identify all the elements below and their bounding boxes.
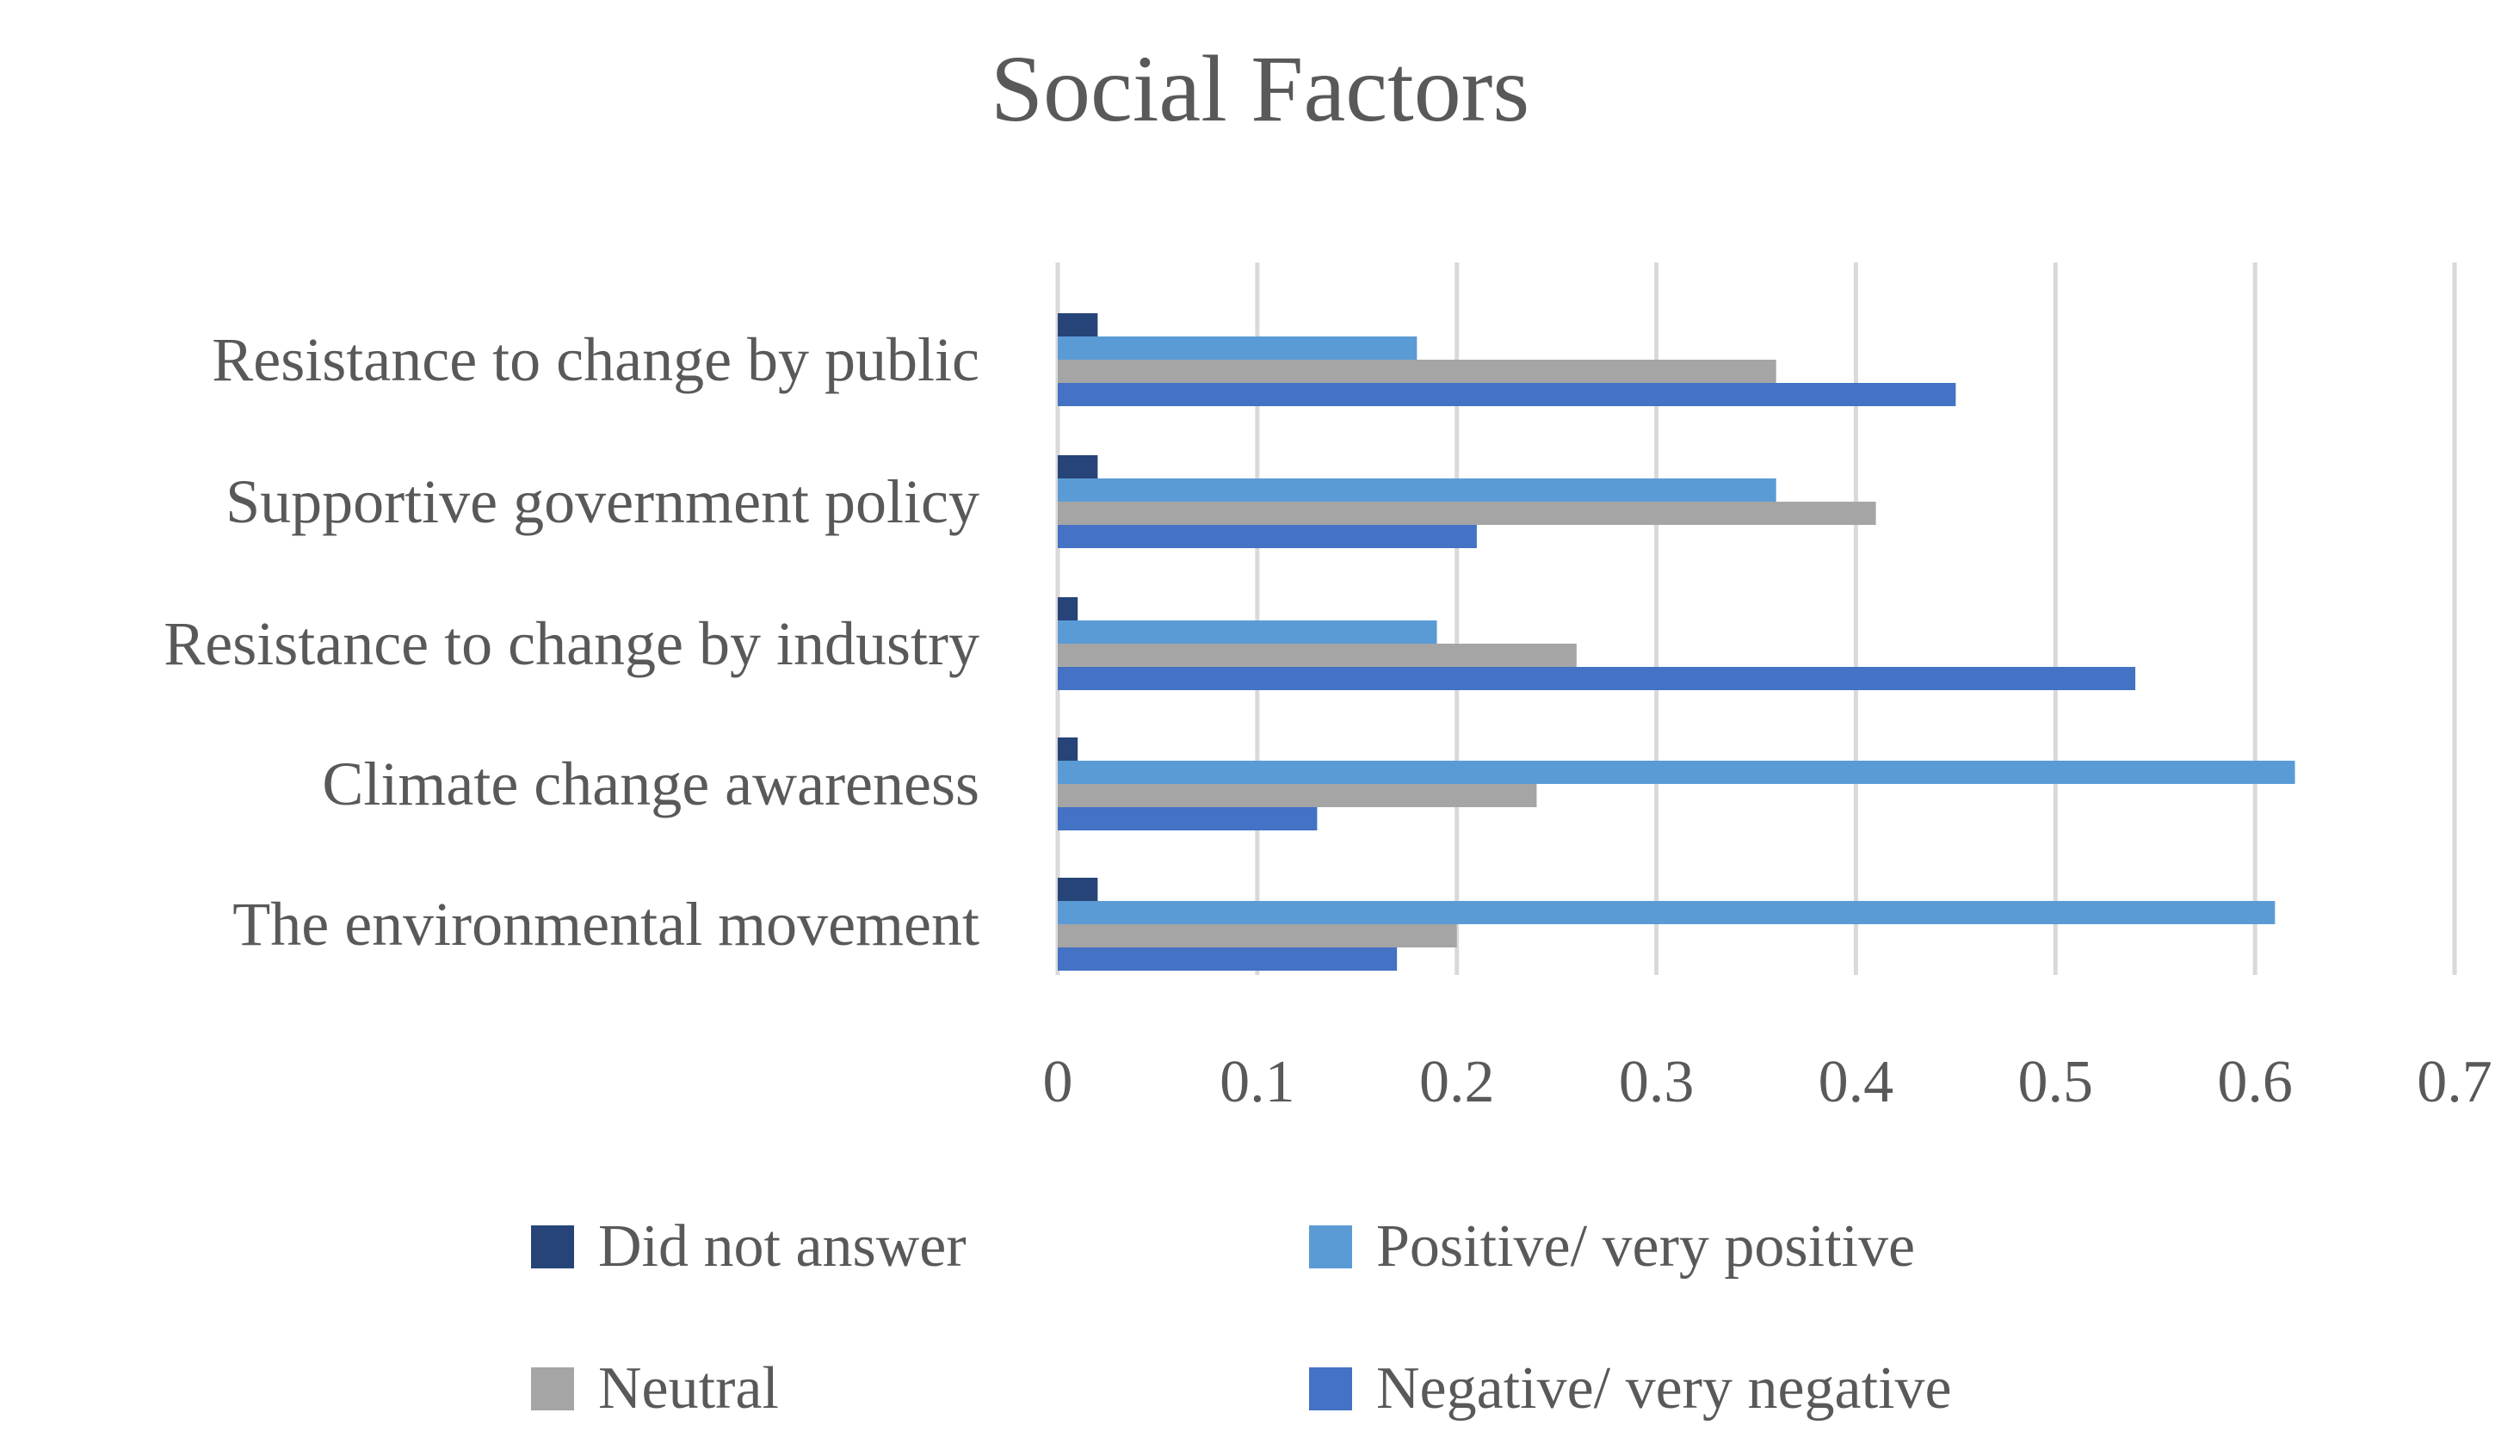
x-tick-label: 0.1	[1220, 1049, 1295, 1115]
bar-negative-very-negative-resistance-to-change-by-public	[1058, 383, 1956, 406]
bar-positive-very-positive-the-environmental-movement	[1058, 901, 2276, 924]
bar-neutral-resistance-to-change-by-public	[1058, 360, 1776, 383]
bar-negative-very-negative-resistance-to-change-by-industry	[1058, 667, 2136, 690]
bar-positive-very-positive-resistance-to-change-by-industry	[1058, 620, 1437, 644]
chart-title: Social Factors	[991, 36, 1529, 141]
bar-neutral-the-environmental-movement	[1058, 924, 1457, 947]
category-label: The environmental movement	[232, 890, 979, 959]
legend-item-negative-very-negative: Negative/ very negative	[1309, 1355, 1952, 1422]
legend-item-positive-very-positive: Positive/ very positive	[1309, 1213, 1915, 1280]
bar-did-not-answer-resistance-to-change-by-public	[1058, 313, 1098, 336]
bar-neutral-resistance-to-change-by-industry	[1058, 644, 1577, 667]
x-tick-label: 0.5	[2018, 1049, 2094, 1115]
bar-negative-very-negative-the-environmental-movement	[1058, 947, 1398, 971]
legend-swatch-neutral	[531, 1367, 574, 1410]
category-label: Resistance to change by public	[212, 325, 979, 394]
legend-item-neutral: Neutral	[531, 1355, 779, 1422]
bar-did-not-answer-supportive-government-policy	[1058, 455, 1098, 478]
bar-positive-very-positive-supportive-government-policy	[1058, 478, 1776, 502]
bar-neutral-climate-change-awareness	[1058, 784, 1537, 807]
bar-layer	[1058, 313, 2295, 971]
legend: Did not answer Positive/ very positive Neu…	[531, 1213, 1952, 1422]
x-tick-label: 0.6	[2217, 1049, 2293, 1115]
bar-positive-very-positive-climate-change-awareness	[1058, 761, 2295, 784]
legend-label-negative-very-negative: Negative/ very negative	[1376, 1355, 1952, 1422]
category-label: Climate change awareness	[322, 750, 979, 818]
legend-label-positive-very-positive: Positive/ very positive	[1376, 1213, 1915, 1280]
legend-label-neutral: Neutral	[598, 1355, 779, 1422]
x-tick-label: 0.2	[1419, 1049, 1495, 1115]
bar-neutral-supportive-government-policy	[1058, 502, 1876, 525]
legend-swatch-positive-very-positive	[1309, 1225, 1352, 1268]
legend-swatch-negative-very-negative	[1309, 1367, 1352, 1410]
bar-negative-very-negative-climate-change-awareness	[1058, 807, 1318, 830]
category-label: Supportive government policy	[225, 467, 979, 536]
x-tick-label: 0.4	[1819, 1049, 1894, 1115]
bar-did-not-answer-resistance-to-change-by-industry	[1058, 597, 1078, 620]
x-axis-ticks: 0 0.1 0.2 0.3 0.4 0.5 0.6 0.7	[1043, 1049, 2492, 1115]
category-labels: Resistance to change by public Supportive…	[164, 325, 979, 959]
legend-item-did-not-answer: Did not answer	[531, 1213, 967, 1280]
legend-label-did-not-answer: Did not answer	[598, 1213, 967, 1280]
bar-positive-very-positive-resistance-to-change-by-public	[1058, 336, 1418, 360]
bar-did-not-answer-the-environmental-movement	[1058, 878, 1098, 901]
x-tick-label: 0	[1043, 1049, 1073, 1115]
bar-negative-very-negative-supportive-government-policy	[1058, 525, 1477, 548]
bar-did-not-answer-climate-change-awareness	[1058, 737, 1078, 761]
category-label: Resistance to change by industry	[164, 609, 979, 678]
x-tick-label: 0.7	[2417, 1049, 2492, 1115]
x-tick-label: 0.3	[1619, 1049, 1695, 1115]
legend-swatch-did-not-answer	[531, 1225, 574, 1268]
